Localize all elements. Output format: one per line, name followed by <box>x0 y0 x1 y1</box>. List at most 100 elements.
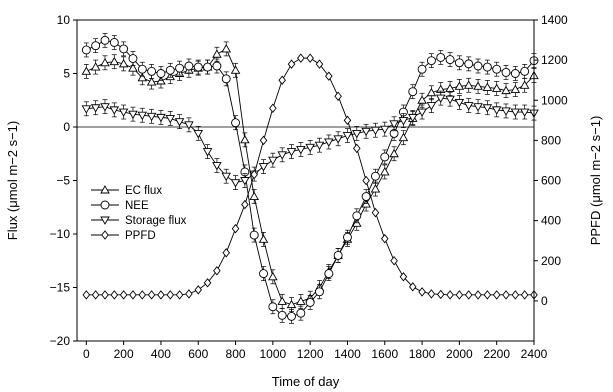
data-point-ppfd <box>315 59 324 69</box>
data-point-storage-flux <box>109 106 120 115</box>
data-point-nee <box>520 66 530 76</box>
data-point-nee <box>249 230 259 240</box>
data-point-nee <box>212 61 222 71</box>
data-point-ppfd <box>502 290 510 300</box>
data-point-nee <box>91 41 101 51</box>
data-point-ppfd <box>455 290 464 300</box>
x-tick-label: 1600 <box>371 347 398 361</box>
x-axis-label: Time of day <box>272 374 340 389</box>
data-point-storage-flux <box>118 108 129 117</box>
x-tick-label: 2400 <box>521 347 548 361</box>
data-point-ec-flux <box>221 43 231 53</box>
legend-marker <box>100 185 110 194</box>
y-right-tick-label: 1400 <box>541 13 568 27</box>
data-point-ppfd <box>157 290 165 300</box>
data-point-storage-flux <box>230 179 241 188</box>
data-point-storage-flux <box>370 126 381 136</box>
data-point-ec-flux <box>249 191 259 201</box>
data-point-storage-flux <box>435 94 446 104</box>
series-nee <box>81 32 539 324</box>
data-point-storage-flux <box>445 95 455 105</box>
data-point-ec-flux <box>268 271 278 281</box>
legend-item-ppfd: PPFD <box>91 230 156 242</box>
data-point-storage-flux <box>324 138 334 147</box>
legend-marker <box>100 216 110 225</box>
data-point-storage-flux <box>352 129 362 139</box>
data-point-nee <box>454 58 464 68</box>
data-point-nee <box>109 38 119 47</box>
data-point-storage-flux <box>240 177 250 186</box>
data-point-ec-flux <box>230 65 241 74</box>
data-point-nee <box>100 35 110 45</box>
data-point-ppfd <box>138 290 147 300</box>
data-point-ppfd <box>483 290 492 300</box>
data-point-storage-flux <box>202 148 213 157</box>
data-point-ppfd <box>436 289 445 300</box>
svg-text:EC flux: EC flux <box>125 185 162 197</box>
data-point-nee <box>408 87 418 97</box>
data-point-storage-flux <box>100 103 110 112</box>
data-point-ppfd <box>259 135 268 146</box>
data-point-ec-flux <box>426 87 437 97</box>
y-left-tick-label: −10 <box>50 227 71 241</box>
y-right-tick-label: 200 <box>541 254 561 268</box>
data-point-storage-flux <box>90 104 101 113</box>
data-point-ppfd <box>343 115 352 126</box>
data-point-nee <box>221 74 231 84</box>
data-point-ec-flux <box>510 84 521 94</box>
data-point-ppfd <box>464 290 473 300</box>
data-point-ppfd <box>185 289 193 299</box>
data-point-storage-flux <box>165 114 176 124</box>
data-point-ec-flux <box>491 83 502 92</box>
data-point-storage-flux <box>463 102 474 111</box>
data-point-ppfd <box>269 103 277 113</box>
y-left-tick-label: −15 <box>50 281 71 295</box>
svg-text:Storage flux: Storage flux <box>125 215 187 227</box>
x-tick-label: 600 <box>188 347 208 361</box>
data-point-storage-flux <box>454 98 465 108</box>
data-point-storage-flux <box>193 129 204 139</box>
data-point-nee <box>287 311 296 321</box>
y-left-tick-label: −5 <box>56 174 70 188</box>
x-tick-label: 800 <box>226 347 246 361</box>
data-point-nee <box>259 269 268 279</box>
data-point-nee <box>175 63 185 73</box>
y-left-tick-label: 0 <box>63 120 70 134</box>
data-point-ppfd <box>297 53 305 63</box>
data-point-nee <box>156 69 166 78</box>
data-point-ppfd <box>101 290 109 300</box>
data-point-ppfd <box>166 290 175 300</box>
data-point-nee <box>193 62 203 72</box>
data-point-ppfd <box>511 290 520 300</box>
data-point-ppfd <box>91 290 100 300</box>
data-point-nee <box>343 232 352 242</box>
data-point-ppfd <box>334 91 342 101</box>
data-point-ppfd <box>241 199 249 210</box>
data-point-ppfd <box>390 256 398 266</box>
data-point-ppfd <box>119 290 128 300</box>
data-point-nee <box>147 66 157 76</box>
data-point-ec-flux <box>128 63 138 72</box>
data-point-ec-flux <box>296 296 306 305</box>
data-point-nee <box>81 45 91 55</box>
data-point-storage-flux <box>296 146 306 155</box>
data-point-storage-flux <box>380 125 390 135</box>
data-point-storage-flux <box>342 132 353 141</box>
data-point-ec-flux <box>258 234 269 243</box>
data-point-ppfd <box>231 223 240 234</box>
y-axis-right-label: PPFD (μmol m−2 s−1) <box>588 116 603 246</box>
data-point-storage-flux <box>501 107 511 116</box>
data-point-ppfd <box>129 290 137 300</box>
data-point-nee <box>165 65 175 75</box>
data-point-ec-flux <box>100 57 110 67</box>
data-point-storage-flux <box>137 111 148 121</box>
data-point-ppfd <box>520 290 529 300</box>
legend-marker <box>101 230 109 240</box>
data-point-ec-flux <box>370 184 381 193</box>
data-point-ppfd <box>418 287 426 297</box>
y-right-tick-label: 800 <box>541 133 561 147</box>
data-point-ec-flux <box>286 299 297 309</box>
series-line-ppfd <box>86 57 534 296</box>
data-point-nee <box>380 152 390 162</box>
